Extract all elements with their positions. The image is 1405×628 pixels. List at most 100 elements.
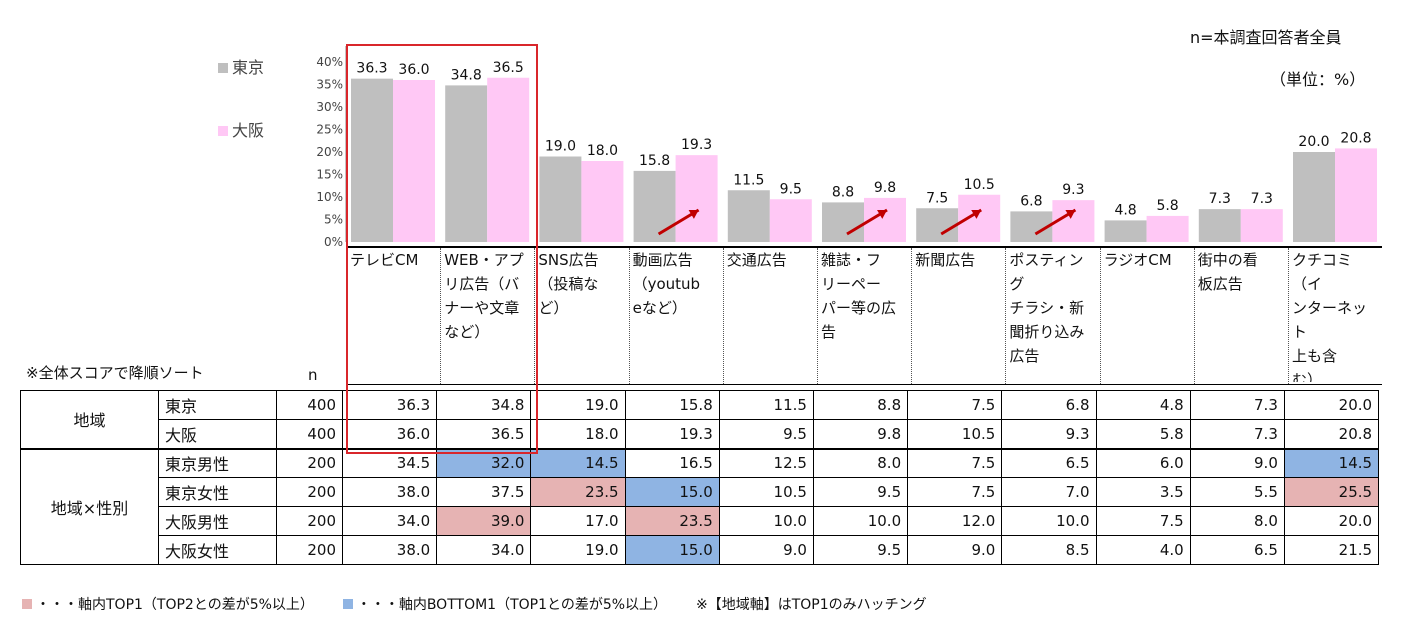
data-label: 11.5	[733, 172, 764, 188]
value-cell: 17.0	[530, 506, 626, 536]
category-label: クチコミ（イ ンターネット 上も含 む）	[1292, 248, 1380, 382]
category-label-line: 交通広告	[726, 251, 787, 269]
y-tick-label: 0%	[324, 235, 343, 249]
value-cell: 9.5	[812, 477, 909, 507]
trend-arrowhead	[1065, 209, 1076, 219]
category-header	[346, 246, 1382, 385]
category-label-line: 街中の看	[1197, 251, 1258, 269]
value-cell: 38.0	[341, 477, 438, 507]
category-label: WEB・アプ リ広告（バ ナーや文章 など）	[444, 248, 532, 382]
hatching-note: ※【地域軸】はTOP1のみハッチング	[695, 597, 927, 613]
value-cell: 37.5	[436, 477, 532, 507]
data-label: 15.8	[639, 153, 670, 169]
n-cell: 200	[276, 535, 343, 565]
value-cell: 3.5	[1095, 477, 1191, 507]
legend-item-tokyo: 東京	[218, 54, 264, 78]
data-label: 18.0	[587, 143, 618, 159]
y-tick-label: 30%	[316, 100, 343, 114]
category-separator	[534, 248, 536, 384]
value-cell: 9.5	[812, 535, 909, 565]
category-separator	[440, 248, 442, 384]
row-label: 東京女性	[158, 477, 277, 507]
legend-swatch-tokyo	[218, 63, 228, 73]
data-label: 36.3	[356, 61, 387, 77]
category-separator	[1193, 248, 1195, 384]
category-label-line: 聞折り込み	[1009, 323, 1085, 341]
trend-arrowhead	[971, 209, 982, 219]
category-label-line: リ広告（バ	[444, 275, 520, 293]
value-cell: 6.8	[1001, 390, 1097, 420]
group-label: 地域	[20, 390, 159, 449]
category-label-line: む）	[1292, 371, 1323, 382]
value-cell: 14.5	[530, 448, 626, 478]
category-separator	[628, 248, 630, 384]
category-label: 雑誌・フ リーペー パー等の広告	[821, 248, 909, 382]
value-cell: 21.5	[1283, 535, 1380, 565]
category-label: ポスティング チラシ・新 聞折り込み 広告	[1009, 248, 1097, 382]
category-separator	[911, 248, 913, 384]
value-cell: 9.3	[1001, 419, 1097, 449]
category-label-line: （youtub	[632, 275, 701, 293]
data-label: 8.8	[832, 184, 854, 200]
n-column-label: n	[308, 366, 318, 384]
y-tick-label: 35%	[316, 78, 343, 92]
bar-tokyo	[1104, 220, 1147, 242]
value-cell: 32.0	[436, 448, 532, 478]
category-label-line: ラジオCM	[1103, 251, 1172, 269]
data-label: 20.0	[1298, 134, 1329, 150]
value-cell: 20.8	[1283, 419, 1380, 449]
table-row: 大阪男性 200 34.0 39.0 17.0 23.5 10.0 10.0 12.0 10.0 7…	[21, 506, 1380, 536]
table-row: 大阪女性 200 38.0 34.0 19.0 15.0 9.0 9.5 9.0 8.5 4.0 6.…	[21, 535, 1380, 565]
value-cell: 7.5	[907, 477, 1003, 507]
group-label: 地域×性別	[20, 448, 159, 565]
data-label: 10.5	[964, 177, 995, 193]
value-cell: 19.0	[530, 535, 626, 565]
top-legend-label: ・・・軸内TOP1（TOP2との差が5%以上）	[36, 597, 314, 613]
category-label-line: ポスティング	[1009, 251, 1084, 293]
top-swatch	[22, 599, 32, 609]
category-label-line: eなど）	[632, 299, 687, 317]
bar-chart: 0% 5% 10% 15% 20% 25% 30% 35% 40% 36.3 36.0 34.8 36.…	[316, 46, 1377, 249]
bar-tokyo	[539, 156, 582, 242]
category-label: SNS広告 （投稿な ど）	[538, 248, 626, 382]
value-cell: 34.0	[341, 506, 438, 536]
value-cell: 5.8	[1095, 419, 1191, 449]
category-label: 新聞広告	[915, 248, 1003, 382]
category-separator	[1099, 248, 1101, 384]
value-cell: 36.5	[436, 419, 532, 449]
bar-tokyo	[1198, 209, 1241, 242]
value-cell: 6.5	[1189, 535, 1285, 565]
value-cell: 4.0	[1095, 535, 1191, 565]
row-label: 大阪	[158, 419, 277, 449]
value-cell: 15.0	[624, 535, 720, 565]
value-cell: 7.5	[1095, 506, 1191, 536]
data-label: 9.8	[874, 180, 896, 196]
data-label: 7.3	[1209, 191, 1231, 207]
category-label-line: ナーや文章	[444, 299, 520, 317]
bar-tokyo	[727, 190, 770, 242]
data-label: 9.5	[780, 181, 802, 197]
table-row: 地域×性別 東京男性 200 34.5 32.0 14.5 16.5 12.5 8.0 7.5 6.…	[20, 448, 1380, 565]
category-label-line: など）	[444, 323, 490, 341]
bar-tokyo	[916, 208, 959, 242]
sort-note: ※全体スコアで降順ソート	[26, 364, 204, 382]
value-cell: 39.0	[436, 506, 532, 536]
value-cell: 9.0	[907, 535, 1003, 565]
category-label-line: SNS広告	[538, 251, 599, 269]
value-cell: 34.5	[341, 448, 438, 478]
data-label: 36.0	[398, 62, 429, 78]
row-label: 東京男性	[158, 448, 277, 478]
value-cell: 6.0	[1095, 448, 1191, 478]
category-label-line: チラシ・新	[1009, 299, 1085, 317]
value-cell: 10.5	[718, 477, 814, 507]
bar-tokyo	[633, 170, 676, 242]
category-separator	[722, 248, 724, 384]
category-label-line: 新聞広告	[915, 251, 976, 269]
value-cell: 23.5	[624, 506, 720, 536]
row-label: 大阪女性	[158, 535, 277, 565]
value-cell: 36.0	[341, 419, 438, 449]
value-cell: 18.0	[530, 419, 626, 449]
value-cell: 8.0	[1189, 506, 1285, 536]
value-cell: 8.8	[812, 390, 909, 420]
n-cell: 200	[276, 448, 343, 478]
